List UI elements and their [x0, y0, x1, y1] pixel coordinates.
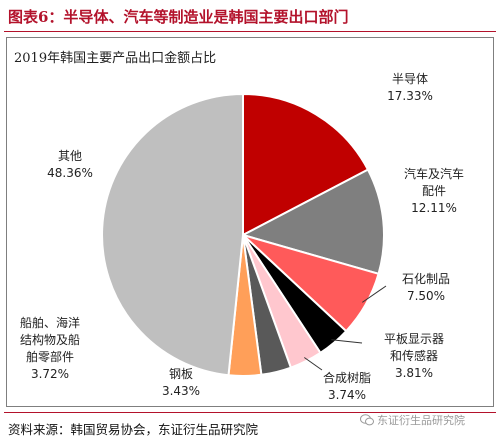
slice-label-5: 钢板 3.43% — [155, 366, 207, 400]
slice-label-text: 结构物及船 — [19, 333, 80, 347]
slice-value: 12.11% — [411, 201, 457, 215]
pie-slice-0 — [242, 92, 370, 237]
leader-line-4 — [304, 357, 323, 371]
slice-label-text: 其他 — [57, 149, 82, 163]
title-divider — [4, 31, 496, 32]
slice-label-text: 平板显示器 — [383, 332, 444, 346]
slice-label-text: 配件 — [421, 184, 446, 198]
chart-frame — [6, 37, 494, 407]
slice-label-1: 汽车及汽车配件 12.11% — [386, 166, 482, 217]
slice-label-text: 船舶、海洋 — [19, 316, 80, 330]
slice-value: 3.81% — [394, 366, 434, 380]
slice-label-2: 石化制品 7.50% — [386, 271, 466, 305]
slice-value: 3.74% — [327, 388, 367, 402]
slice-label-text: 钢板 — [168, 367, 193, 381]
chart-title: 2019年韩国主要产品出口金额占比 — [14, 51, 217, 66]
slice-label-text: 舶零部件 — [25, 350, 74, 364]
source-note: 资料来源：韩国贸易协会，东证衍生品研究院 — [8, 422, 259, 437]
slice-value: 48.36% — [47, 166, 93, 180]
slice-label-text: 汽车及汽车 — [403, 167, 464, 181]
slice-label-7: 其他 48.36% — [30, 148, 110, 182]
slice-label-text: 石化制品 — [401, 272, 450, 286]
slice-value: 3.72% — [30, 367, 70, 381]
slice-label-text: 半导体 — [391, 72, 428, 86]
slice-label-text: 和传感器 — [389, 349, 438, 363]
leader-line-3 — [331, 339, 363, 344]
source-divider — [4, 412, 496, 413]
leader-line-2 — [362, 285, 387, 303]
pie-slice-1 — [240, 168, 385, 276]
slice-value: 7.50% — [406, 289, 446, 303]
slice-label-3: 平板显示器和传感器 3.81% — [362, 331, 466, 382]
slice-label-text: 合成树脂 — [322, 371, 371, 385]
slice-label-4: 合成树脂 3.74% — [309, 370, 385, 404]
slice-value: 3.43% — [161, 384, 201, 398]
slice-value: 17.33% — [387, 89, 433, 103]
slice-label-0: 半导体 17.33% — [370, 71, 450, 105]
watermark-text: 东证衍生品研究院 — [377, 414, 465, 427]
watermark: 东证衍生品研究院 — [360, 412, 465, 428]
pie-slice-7 — [101, 92, 244, 377]
slice-label-6: 船舶、海洋结构物及船舶零部件 3.72% — [8, 315, 92, 383]
wechat-icon — [360, 414, 374, 426]
figure-title: 图表6：半导体、汽车等制造业是韩国主要出口部门 — [8, 8, 349, 26]
